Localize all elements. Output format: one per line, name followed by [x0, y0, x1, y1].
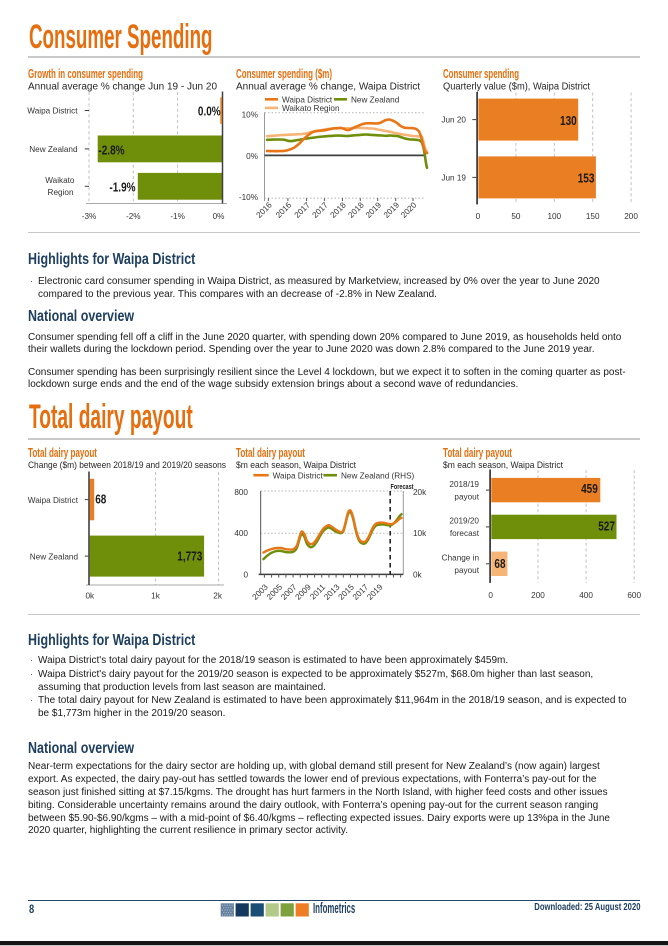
svg-text:Consumer spending: Consumer spending [443, 67, 519, 81]
svg-text:Total dairy payout: Total dairy payout [236, 446, 306, 460]
svg-text:0: 0 [243, 571, 248, 580]
svg-text:459: 459 [581, 482, 598, 496]
svg-text:Jun 19: Jun 19 [441, 174, 466, 183]
svg-text:2019: 2019 [364, 200, 384, 220]
svg-text:200: 200 [624, 212, 638, 221]
svg-text:800: 800 [234, 488, 248, 497]
svg-text:200: 200 [531, 591, 545, 600]
svg-text:Waipa District: Waipa District [28, 496, 79, 505]
svg-text:0: 0 [488, 591, 493, 600]
svg-text:50: 50 [511, 212, 521, 221]
svg-text:150: 150 [586, 212, 600, 221]
svg-text:-1.9%: -1.9% [109, 180, 135, 194]
svg-text:2019/20: 2019/20 [449, 517, 479, 526]
svg-text:2018: 2018 [346, 200, 366, 220]
svg-text:527: 527 [598, 520, 615, 534]
svg-text:Waikato: Waikato [45, 176, 75, 185]
svg-text:-10%: -10% [239, 193, 258, 202]
svg-text:68: 68 [494, 557, 505, 571]
svg-text:Change ($m) between 2018/19 an: Change ($m) between 2018/19 and 2019/20 … [28, 460, 226, 470]
svg-text:10k: 10k [413, 529, 427, 538]
svg-text:130: 130 [560, 114, 577, 128]
svg-text:Total dairy payout: Total dairy payout [443, 446, 513, 460]
svg-text:Forecast: Forecast [391, 482, 414, 491]
svg-text:-1%: -1% [170, 212, 185, 221]
svg-text:2018: 2018 [329, 200, 349, 220]
svg-text:10%: 10% [242, 110, 258, 119]
svg-text:2020: 2020 [399, 200, 419, 220]
svg-text:400: 400 [234, 529, 248, 538]
svg-text:$m each season, Waipa District: $m each season, Waipa District [236, 460, 356, 471]
svg-text:2k: 2k [213, 591, 223, 600]
svg-text:2018/19: 2018/19 [449, 480, 479, 489]
svg-text:400: 400 [579, 591, 593, 600]
svg-text:Annual average % change Jun 19: Annual average % change Jun 19 - Jun 20 [28, 82, 217, 93]
svg-text:Waipa District: Waipa District [27, 106, 78, 115]
svg-text:Region: Region [48, 188, 74, 197]
svg-text:0k: 0k [85, 591, 95, 600]
svg-text:Consumer spending ($m): Consumer spending ($m) [236, 67, 332, 81]
svg-text:600: 600 [627, 591, 641, 600]
svg-text:Total dairy payout: Total dairy payout [28, 446, 98, 460]
svg-text:2019: 2019 [365, 582, 385, 602]
svg-text:0: 0 [476, 212, 481, 221]
svg-text:Waipa District: Waipa District [282, 95, 333, 104]
svg-text:payout: payout [454, 492, 479, 501]
svg-text:New Zealand: New Zealand [29, 145, 78, 154]
svg-text:$m each season, Waipa District: $m each season, Waipa District [443, 460, 563, 471]
svg-text:Change in: Change in [442, 554, 480, 563]
svg-text:68: 68 [95, 492, 106, 506]
svg-text:Waipa District: Waipa District [273, 471, 324, 480]
svg-text:20k: 20k [413, 488, 427, 497]
svg-text:Quarterly value ($m), Waipa Di: Quarterly value ($m), Waipa District [443, 82, 590, 93]
svg-text:100: 100 [547, 212, 561, 221]
svg-text:forecast: forecast [450, 529, 480, 538]
svg-text:0%: 0% [246, 152, 258, 161]
svg-text:Annual average % change, Waipa: Annual average % change, Waipa District [236, 82, 420, 93]
svg-text:153: 153 [578, 172, 595, 186]
svg-text:-2%: -2% [126, 212, 141, 221]
svg-text:2017: 2017 [293, 200, 313, 220]
svg-text:0k: 0k [413, 571, 423, 580]
svg-text:Growth in consumer spending: Growth in consumer spending [28, 67, 143, 81]
svg-text:1k: 1k [151, 591, 161, 600]
svg-text:Waikato Region: Waikato Region [282, 104, 340, 113]
svg-text:New Zealand: New Zealand [351, 95, 400, 104]
svg-text:2019: 2019 [382, 200, 402, 220]
svg-text:payout: payout [454, 566, 479, 575]
svg-text:1,773: 1,773 [177, 550, 202, 564]
svg-text:2016: 2016 [274, 200, 294, 220]
svg-text:Jun 20: Jun 20 [441, 116, 466, 125]
svg-text:-3%: -3% [82, 212, 97, 221]
svg-text:-2.8%: -2.8% [98, 143, 124, 157]
svg-text:2016: 2016 [255, 200, 275, 220]
svg-text:0%: 0% [213, 212, 225, 221]
svg-text:2017: 2017 [311, 200, 331, 220]
svg-text:New Zealand: New Zealand [30, 553, 79, 562]
svg-text:New Zealand (RHS): New Zealand (RHS) [341, 471, 415, 480]
svg-text:0.0%: 0.0% [198, 104, 221, 118]
